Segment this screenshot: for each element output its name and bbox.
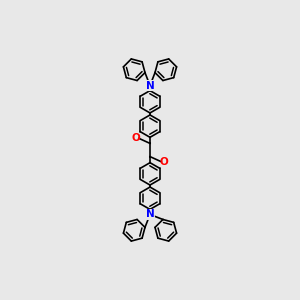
- Text: O: O: [131, 133, 140, 143]
- Text: N: N: [146, 80, 154, 91]
- Text: N: N: [146, 209, 154, 220]
- Text: O: O: [160, 157, 169, 167]
